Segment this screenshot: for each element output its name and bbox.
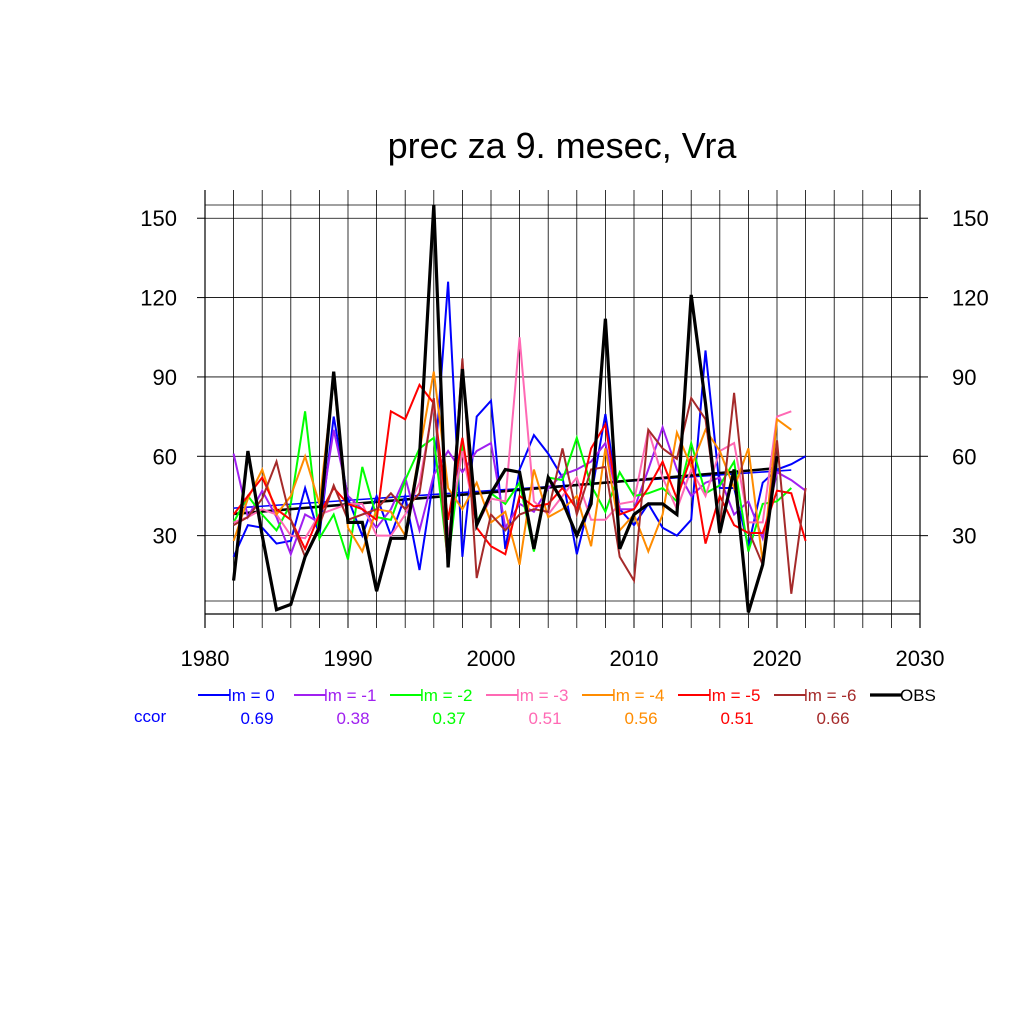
y-tick-label-right: 30 bbox=[952, 524, 976, 549]
legend-label: lm = -1 bbox=[324, 686, 376, 705]
series-line-2 bbox=[232, 411, 792, 563]
series-line-3 bbox=[233, 337, 792, 540]
ccor-value: 0.69 bbox=[240, 709, 273, 728]
y-tick-label-left: 30 bbox=[153, 524, 177, 549]
y-tick-label-left: 120 bbox=[140, 286, 177, 311]
axis-ticks: 30 30 60 60 90 90 120 120 150 150 1980 1990 2000 2010… bbox=[140, 206, 988, 671]
ccor-value: 0.37 bbox=[432, 709, 465, 728]
x-tick-label: 2020 bbox=[753, 646, 802, 671]
legend-label: OBS bbox=[900, 686, 936, 705]
y-tick-label-left: 150 bbox=[140, 206, 177, 231]
y-tick-label-right: 150 bbox=[952, 206, 989, 231]
legend-label: lm = -6 bbox=[804, 686, 856, 705]
x-tick-label: 2030 bbox=[896, 646, 945, 671]
y-tick-label-right: 120 bbox=[952, 286, 989, 311]
ccor-value: 0.66 bbox=[816, 709, 849, 728]
legend-label: lm = -2 bbox=[420, 686, 472, 705]
ccor-label: ccor bbox=[134, 707, 166, 726]
plot-frame bbox=[204, 190, 921, 628]
y-tick-label-left: 60 bbox=[153, 444, 177, 469]
x-tick-label: 1990 bbox=[324, 646, 373, 671]
x-tick-label: 2010 bbox=[610, 646, 659, 671]
legend-label: lm = 0 bbox=[228, 686, 275, 705]
legend: ccor lm = 0 0.69 lm = -1 0.38 lm = -2 0.37 lm =… bbox=[134, 686, 936, 728]
ccor-value: 0.56 bbox=[624, 709, 657, 728]
y-tick-label-right: 60 bbox=[952, 444, 976, 469]
x-tick-label: 2000 bbox=[467, 646, 516, 671]
ccor-value: 0.51 bbox=[720, 709, 753, 728]
ccor-value: 0.38 bbox=[336, 709, 369, 728]
series-lines bbox=[232, 204, 807, 613]
ccor-value: 0.51 bbox=[528, 709, 561, 728]
series-line-7 bbox=[232, 204, 779, 613]
y-tick-label-left: 90 bbox=[153, 365, 177, 390]
chart-title: prec za 9. mesec, Vra bbox=[388, 125, 738, 166]
legend-label: lm = -4 bbox=[612, 686, 664, 705]
grid-lines bbox=[204, 190, 921, 628]
x-tick-label: 1980 bbox=[181, 646, 230, 671]
legend-label: lm = -5 bbox=[708, 686, 760, 705]
legend-label: lm = -3 bbox=[516, 686, 568, 705]
y-tick-label-right: 90 bbox=[952, 365, 976, 390]
